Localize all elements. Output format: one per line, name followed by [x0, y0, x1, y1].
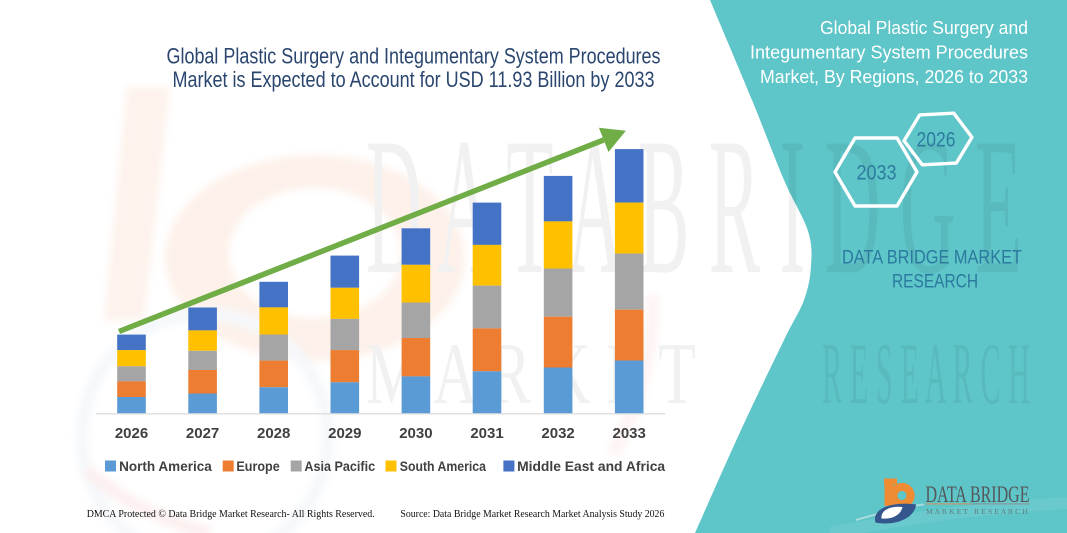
svg-text:DMCA Protected © Data Bridge M: DMCA Protected © Data Bridge Market Rese…	[87, 509, 375, 520]
svg-text:2026: 2026	[115, 425, 148, 442]
svg-text:Source: Data Bridge Market Res: Source: Data Bridge Market Research Mark…	[400, 509, 664, 520]
svg-text:2027: 2027	[186, 425, 219, 442]
svg-text:North America: North America	[119, 458, 212, 474]
svg-text:RESEARCH: RESEARCH	[892, 271, 978, 293]
svg-text:R E S E A R C H: R E S E A R C H	[822, 326, 1030, 423]
svg-text:2028: 2028	[257, 425, 290, 442]
svg-text:Asia Pacific: Asia Pacific	[304, 458, 375, 474]
svg-text:2032: 2032	[541, 425, 574, 442]
svg-text:2033: 2033	[857, 162, 897, 185]
svg-text:2026: 2026	[917, 129, 956, 152]
svg-text:Europe: Europe	[236, 458, 279, 474]
svg-text:Integumentary System Procedure: Integumentary System Procedures	[750, 41, 1028, 62]
svg-text:Global Plastic Surgery and: Global Plastic Surgery and	[820, 17, 1028, 38]
svg-text:2031: 2031	[470, 425, 503, 442]
svg-text:Global Plastic Surgery and Int: Global Plastic Surgery and Integumentary…	[167, 44, 661, 69]
svg-text:South America: South America	[400, 458, 486, 474]
svg-text:Market is Expected to Account: Market is Expected to Account for USD 11…	[173, 67, 655, 92]
svg-text:2030: 2030	[399, 425, 432, 442]
svg-text:2033: 2033	[613, 425, 646, 442]
svg-text:Market, By Regions, 2026 to 20: Market, By Regions, 2026 to 2033	[760, 66, 1028, 87]
svg-text:Middle East and Africa: Middle East and Africa	[517, 458, 665, 474]
svg-text:2029: 2029	[328, 425, 361, 442]
svg-text:M A R K E T R E S E A R C H: M A R K E T R E S E A R C H	[926, 507, 1029, 516]
svg-text:DATA BRIDGE MARKET: DATA BRIDGE MARKET	[842, 247, 1022, 269]
